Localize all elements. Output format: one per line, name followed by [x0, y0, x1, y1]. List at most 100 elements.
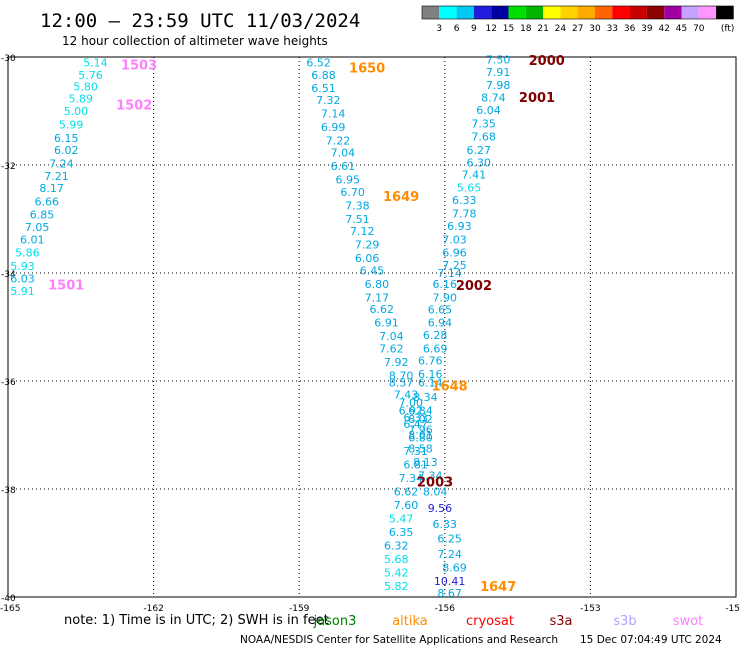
- wave-height-label: 6.28: [423, 329, 448, 342]
- colorbar-tick-label: 36: [624, 24, 636, 34]
- colorbar-tick-label: 42: [658, 24, 669, 34]
- wave-height-label: 6.02: [54, 144, 79, 157]
- wave-height-label: 7.24: [437, 548, 462, 561]
- wave-height-label: 8.01: [408, 429, 433, 442]
- wave-height-label: 6.62: [394, 486, 419, 499]
- wave-height-label: 6.33: [452, 194, 477, 207]
- wave-height-label: 7.60: [394, 499, 419, 512]
- wave-height-label: 6.16: [433, 278, 458, 291]
- chart-subtitle: 12 hour collection of altimeter wave hei…: [62, 34, 328, 48]
- wave-height-label: 8.69: [442, 561, 467, 574]
- wave-height-label: 7.50: [486, 54, 511, 67]
- pass-number-label: 2001: [519, 91, 555, 106]
- wave-height-label: 7.34: [418, 470, 443, 483]
- wave-height-label: 5.89: [69, 93, 94, 106]
- wave-height-label: 7.96: [408, 424, 433, 437]
- pass-number-label: 2000: [529, 54, 565, 69]
- wave-height-label: 8.02: [408, 413, 433, 426]
- wave-height-label: 7.68: [471, 130, 496, 143]
- wave-height-label: 5.42: [384, 567, 409, 580]
- wave-height-label: 6.33: [433, 518, 458, 531]
- x-tick-label: -159: [289, 604, 310, 614]
- wave-height-label: 7.21: [44, 170, 69, 183]
- wave-height-label: 5.00: [64, 105, 89, 118]
- colorbar-tick-label: 9: [471, 24, 477, 34]
- colorbar-tick-label: 18: [520, 24, 532, 34]
- wave-height-label: 7.78: [452, 208, 477, 221]
- wave-height-label: 7.25: [442, 259, 467, 272]
- wave-height-label: 9.56: [428, 502, 453, 515]
- x-tick-label: -162: [143, 604, 163, 614]
- wave-height-label: 7.22: [326, 135, 351, 148]
- pass-number-label: 1650: [349, 61, 385, 76]
- wave-height-label: 7.91: [486, 66, 511, 79]
- wave-height-label: 6.99: [321, 121, 346, 134]
- wave-height-label: 6.33: [403, 412, 428, 425]
- wave-height-label: 7.29: [355, 238, 380, 251]
- y-tick-label: -38: [1, 486, 16, 496]
- wave-height-label: 6.81: [403, 459, 428, 472]
- colorbar-tick-label: 33: [607, 24, 618, 34]
- wave-height-label: 6.96: [442, 246, 467, 259]
- legend-item-s3a: s3a: [549, 614, 572, 629]
- wave-height-label: 6.62: [369, 303, 394, 316]
- wave-height-label: 6.65: [428, 304, 453, 317]
- wave-height-label: 5.82: [384, 580, 409, 593]
- wave-height-label: 7.14: [321, 108, 346, 121]
- wave-height-label: 10.41: [434, 575, 466, 588]
- wave-height-label: 5.65: [457, 182, 482, 195]
- footer-note: note: 1) Time is in UTC; 2) SWH is in fe…: [64, 613, 329, 628]
- wave-height-label: 8.57: [389, 377, 414, 390]
- y-tick-label: -34: [1, 270, 16, 280]
- wave-height-label: 5.99: [59, 119, 84, 132]
- pass-number-label: 1503: [121, 59, 157, 74]
- wave-height-label: 5.14: [83, 56, 108, 69]
- colorbar-tick-label: 45: [676, 24, 687, 34]
- wave-height-label: 6.35: [389, 526, 414, 539]
- colorbar-swatch: [629, 6, 647, 19]
- wave-height-label: 8.74: [481, 92, 506, 105]
- pass-number-label: 2002: [456, 279, 492, 294]
- wave-height-label: 5.86: [15, 246, 40, 259]
- wave-height-label: 6.51: [311, 82, 336, 95]
- colorbar-swatch: [491, 6, 509, 19]
- wave-height-label: 6.80: [365, 278, 390, 291]
- wave-height-label: 8.04: [423, 486, 448, 499]
- wave-height-label: 6.70: [340, 186, 365, 199]
- wave-height-label: 5.80: [73, 81, 98, 94]
- colorbar-tick-label: 12: [485, 24, 496, 34]
- colorbar-tick-label: 21: [537, 24, 548, 34]
- wave-height-label: 7.38: [345, 200, 370, 213]
- wave-height-label: 8.13: [413, 456, 438, 469]
- wave-height-label: 7.98: [486, 79, 511, 92]
- wave-height-label: 6.88: [311, 69, 336, 82]
- wave-height-label: 6.69: [423, 343, 448, 356]
- x-tick-label: -156: [435, 604, 456, 614]
- wave-height-label: 7.17: [365, 291, 390, 304]
- colorbar-swatch: [646, 6, 665, 19]
- x-tick-label: -15: [725, 604, 740, 614]
- colorbar-swatch: [456, 6, 474, 19]
- colorbar-swatch: [716, 6, 734, 19]
- wave-height-label: 7.35: [471, 117, 496, 130]
- colorbar-swatch: [508, 6, 526, 19]
- wave-height-label: 7.92: [384, 356, 409, 369]
- wave-height-label: 7.31: [403, 445, 428, 458]
- colorbar-tick-label: 30: [589, 24, 601, 34]
- wave-height-label: 5.91: [10, 285, 35, 298]
- wave-height-label: 6.61: [331, 160, 356, 173]
- wave-height-label: 7.90: [433, 291, 458, 304]
- y-tick-label: -36: [1, 378, 16, 388]
- legend-item-altika: altika: [392, 614, 428, 629]
- y-axis-ticks: -30 -32 -34 -36 -38 -40: [1, 54, 16, 604]
- y-tick-label: -30: [1, 54, 16, 64]
- wave-height-label: 6.85: [30, 209, 55, 222]
- wave-height-label: 7.03: [442, 234, 467, 247]
- pass-number-label: 1502: [116, 99, 152, 114]
- wave-height-label: 6.45: [360, 264, 385, 277]
- colorbar-unit: (ft): [721, 24, 735, 34]
- grid-lines: [8, 57, 736, 597]
- colorbar-swatch: [612, 6, 630, 19]
- wave-height-label: 7.43: [394, 389, 419, 402]
